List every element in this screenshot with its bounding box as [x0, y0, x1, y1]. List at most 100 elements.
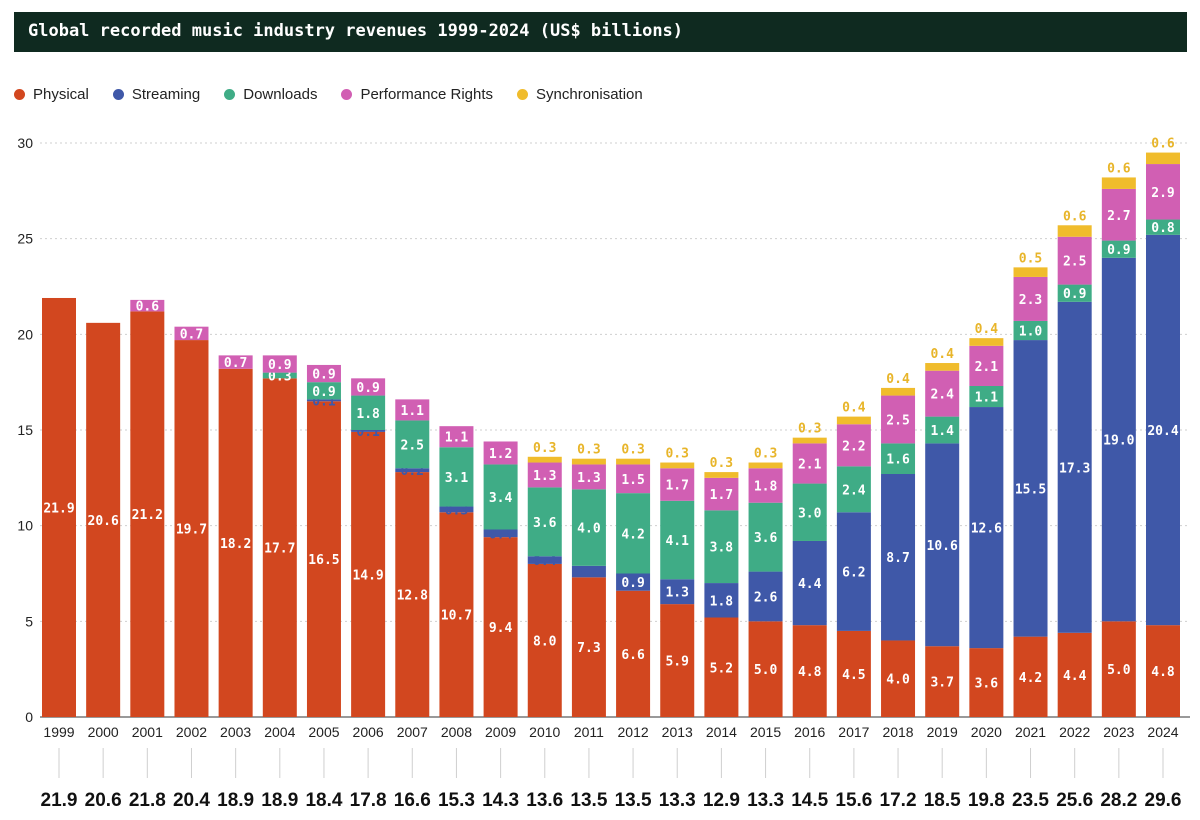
bar-value-label: 0.9 [1107, 243, 1130, 258]
bar-value-label: 4.8 [798, 665, 822, 680]
bar-segment [748, 468, 783, 503]
bar-value-label: 2.4 [842, 483, 866, 498]
bar-segment [306, 401, 341, 717]
x-tick-label: 2018 [882, 724, 913, 740]
sync-value-label: 0.3 [621, 443, 644, 458]
bar-segment [660, 462, 695, 469]
bar-segment [616, 573, 651, 591]
bar-value-label: 2.1 [798, 457, 822, 472]
x-tick-label: 2003 [220, 724, 251, 740]
bar-value-label: 4.1 [665, 534, 689, 549]
bar-value-label: 2.7 [1107, 209, 1130, 224]
x-tick-label: 2000 [88, 724, 119, 740]
bar-segment [616, 464, 651, 494]
bar-value-label: 10.7 [441, 609, 472, 624]
x-tick-label: 2020 [971, 724, 1002, 740]
bar-segment [704, 472, 739, 478]
bar-segment [262, 372, 297, 379]
bar-value-label: 18.2 [220, 537, 251, 552]
bar-value-label: 0.6 [136, 300, 160, 315]
bar-segment [925, 416, 960, 444]
legend-item: Downloads [224, 86, 317, 103]
sync-value-label: 0.6 [1151, 137, 1175, 152]
bar-segment [660, 604, 695, 717]
bar-segment [439, 447, 474, 507]
total-value-label: 13.3 [659, 790, 696, 811]
bar-segment [571, 565, 606, 578]
bar-value-label: 1.4 [930, 424, 954, 439]
bar-value-label: 2.4 [930, 388, 954, 403]
chart-title: Global recorded music industry revenues … [28, 21, 684, 41]
total-value-label: 18.9 [261, 790, 298, 811]
bar-segment [792, 540, 827, 626]
x-tick-label: 2022 [1059, 724, 1090, 740]
bar-segment [483, 529, 518, 538]
legend-item: Synchronisation [517, 86, 643, 103]
bar-segment [969, 385, 1004, 408]
bar-segment [395, 399, 430, 421]
bar-segment [1146, 625, 1180, 717]
bar-segment [483, 464, 518, 530]
bar-segment [792, 443, 827, 484]
total-value-label: 13.5 [570, 790, 607, 811]
bar-segment [130, 299, 165, 312]
bar-value-label: 12.8 [397, 589, 428, 604]
bar-segment [439, 506, 474, 513]
total-value-label: 20.6 [85, 790, 122, 811]
legend-label: Performance Rights [360, 86, 494, 103]
legend-swatch [112, 89, 124, 100]
total-value-label: 15.6 [835, 790, 872, 811]
bar-segment [881, 443, 916, 475]
bar-segment [262, 378, 297, 717]
sync-value-label: 0.6 [1063, 209, 1087, 224]
bar-segment [218, 368, 253, 717]
bar-segment [86, 322, 121, 717]
bar-segment [1057, 225, 1092, 237]
bar-segment [483, 441, 518, 465]
legend-label: Synchronisation [536, 86, 643, 103]
bar-segment [395, 472, 430, 717]
x-tick-label: 1999 [43, 724, 74, 740]
bar-segment [351, 395, 386, 430]
legend-swatch [14, 89, 25, 100]
bar-segment [881, 474, 916, 641]
bar-value-label: 4.2 [621, 527, 644, 542]
bar-value-label: 0.6 [577, 566, 601, 581]
bar-segment [925, 443, 960, 647]
bar-segment [881, 640, 916, 717]
sync-value-label: 0.3 [798, 422, 821, 437]
legend-swatch [224, 89, 236, 100]
bar-segment [527, 487, 562, 557]
sync-value-label: 0.4 [930, 347, 954, 362]
legend-label: Streaming [131, 86, 201, 103]
total-value-label: 12.9 [703, 790, 740, 811]
bar-value-label: 12.6 [971, 522, 1002, 537]
bar-value-label: 1.2 [489, 447, 512, 462]
bar-value-label: 2.2 [842, 439, 865, 454]
x-tick-label: 2014 [706, 724, 737, 740]
bar-value-label: 2.5 [1063, 255, 1086, 270]
bar-value-label: 1.1 [401, 404, 425, 419]
bar-segment [306, 399, 341, 402]
bar-value-label: 14.9 [352, 568, 383, 583]
y-tick-label: 5 [25, 613, 33, 629]
bar-segment [1057, 284, 1092, 302]
sync-value-label: 0.3 [710, 456, 733, 471]
y-tick-label: 20 [17, 326, 33, 342]
bar-segment [1101, 621, 1136, 717]
bar-segment [969, 407, 1004, 649]
legend-label: Downloads [243, 86, 318, 103]
sync-value-label: 0.3 [754, 447, 777, 462]
bar-segment [1146, 152, 1180, 165]
bar-value-label: 10.6 [927, 539, 958, 554]
bar-value-label: 0.9 [1063, 287, 1086, 302]
bar-segment [439, 512, 474, 717]
x-tick-label: 2019 [927, 724, 958, 740]
bar-segment [174, 340, 209, 717]
bar-segment [1101, 177, 1136, 189]
x-tick-label: 2005 [308, 724, 339, 740]
bar-value-label: 3.7 [930, 676, 953, 691]
y-tick-label: 10 [17, 518, 33, 534]
bar-segment [1013, 636, 1048, 717]
bar-value-label: 0.7 [224, 356, 247, 371]
